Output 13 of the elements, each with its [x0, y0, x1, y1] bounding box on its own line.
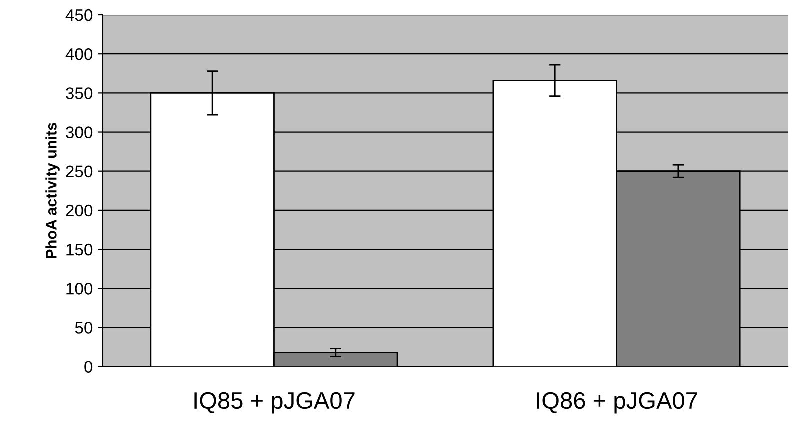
y-tick-label: 0 — [84, 361, 93, 373]
y-tick-label: 200 — [66, 204, 93, 217]
y-tick-label: 250 — [66, 166, 93, 178]
y-axis-title: PhoA activity units — [46, 123, 60, 258]
y-tick-label: 50 — [75, 322, 93, 334]
x-tick-label: IQ86 + pJGA07 — [537, 392, 698, 414]
x-tick-label: IQ85 + pJGA07 — [194, 392, 355, 414]
y-tick-label: 150 — [66, 244, 93, 256]
y-tick-label: 300 — [66, 126, 93, 138]
y-tick-label: 450 — [66, 9, 93, 22]
y-tick-label: 100 — [66, 283, 93, 295]
y-tick-label: 400 — [66, 48, 93, 60]
y-tick-label: 350 — [66, 88, 93, 100]
